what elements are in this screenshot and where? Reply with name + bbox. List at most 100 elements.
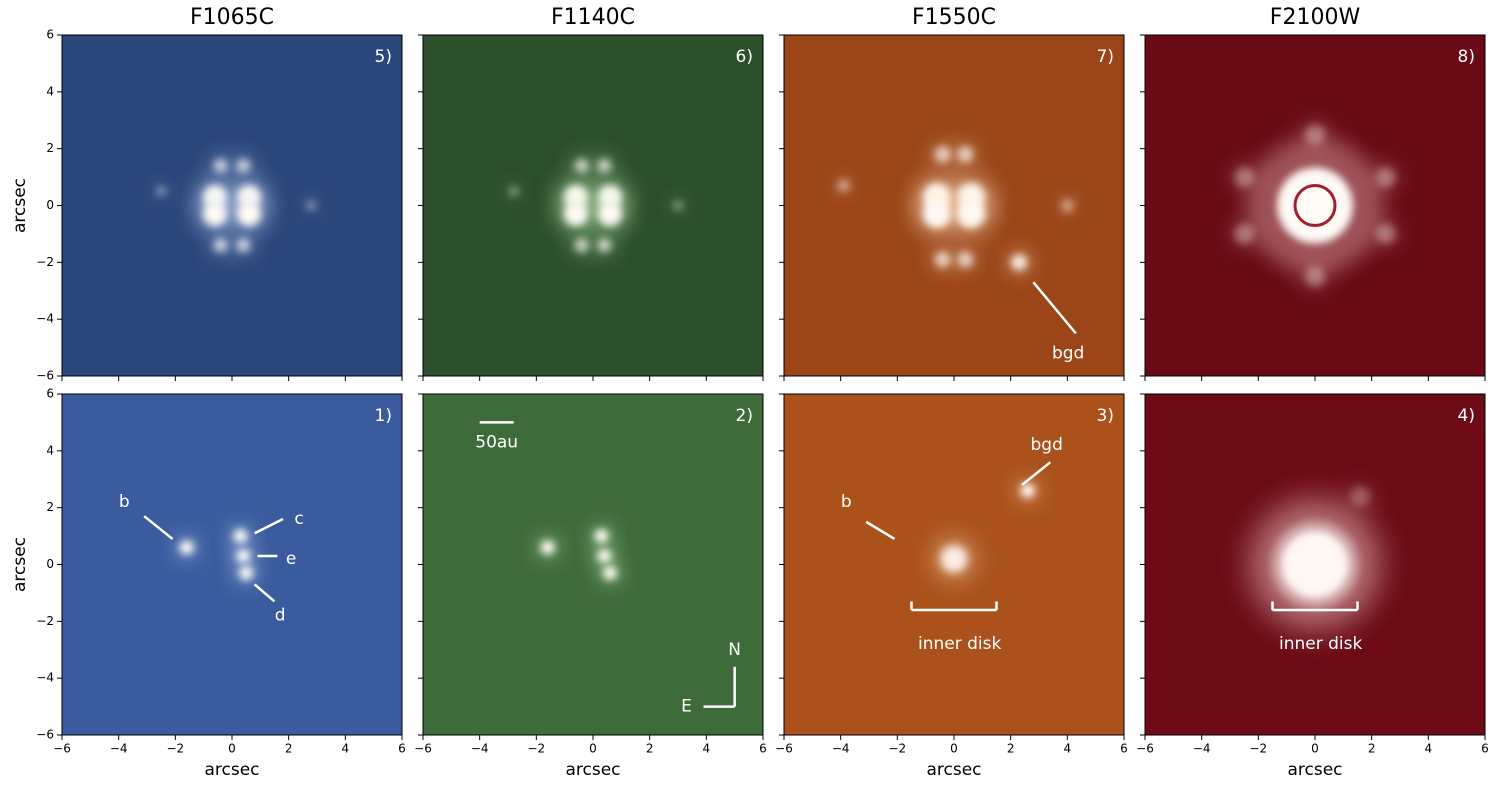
x-tick-label: −2 [166,742,184,756]
blob [1305,266,1325,287]
x-tick-label: −2 [527,742,545,756]
column-title: F1065C [190,5,274,30]
blob [574,238,589,253]
panel: 2) −6 −4 −2 0 2 4 6 arcsec [414,393,767,780]
column-title: F2100W [1270,5,1361,30]
blob [597,158,612,173]
panel-label: 2) [736,406,753,426]
blob [957,146,974,163]
image-features [928,478,1041,585]
x-tick-label: 2 [1368,742,1376,756]
x-tick-label: 0 [589,742,597,756]
y-tick-label: −2 [36,255,54,269]
image-features [1226,116,1404,295]
blob [239,566,254,581]
blob [673,200,683,211]
panel-label: 8) [1458,47,1475,67]
x-tick-label: 2 [285,742,293,756]
y-tick-label: −4 [36,671,54,685]
blob [156,186,167,197]
blob [597,238,612,253]
blob [934,146,951,163]
x-tick-label: 4 [342,742,350,756]
x-axis-label: arcsec [204,760,259,780]
panel: 6) [418,34,764,381]
x-tick-label: 4 [1425,742,1433,756]
x-tick-label: 0 [1311,742,1319,756]
x-tick-label: −4 [1193,742,1211,756]
panel: 7) [779,34,1125,381]
panel-label: 4) [1458,406,1475,426]
blob [179,540,194,555]
y-tick-label: −2 [36,614,54,628]
blob [957,251,974,268]
annotation: bgd [1031,435,1063,455]
blob [598,202,622,227]
x-tick-label: −4 [471,742,489,756]
blob [934,251,951,268]
panel-label: 7) [1097,47,1114,67]
blob [306,200,317,211]
panel: 1) −6 −4 −2 0 2 4 6 −6 −4 −2 0 2 4 6 arcsec arcsec [10,387,406,781]
x-tick-label: −2 [888,742,906,756]
image-features [174,523,259,586]
blob [1375,167,1396,188]
panel-label: 5) [375,47,392,67]
blob [540,540,555,555]
x-tick-label: −4 [832,742,850,756]
x-tick-label: 6 [1120,742,1128,756]
y-tick-label: 4 [46,443,54,457]
y-tick-label: −6 [36,728,54,742]
x-tick-label: −6 [775,742,793,756]
panel: 3) −6 −4 −2 0 2 4 6 arcsec [775,393,1128,780]
x-tick-label: 6 [1481,742,1489,756]
blob [236,238,251,253]
blob [237,202,261,227]
blob [236,158,251,173]
x-tick-label: −6 [414,742,432,756]
blob [574,158,589,173]
blob [1234,167,1255,188]
annotation: N [728,640,741,660]
y-tick-label: 4 [46,84,54,98]
column-title: F1550C [912,5,996,30]
x-axis-label: arcsec [926,760,981,780]
x-tick-label: 2 [1007,742,1015,756]
blob [236,548,251,563]
blob [564,202,588,227]
annotation-line [253,583,276,603]
panel-image [62,394,402,735]
ring [1293,184,1337,227]
annotation: bgd [1052,343,1084,363]
panel-label: 1) [375,406,392,426]
blob [594,529,609,544]
blob [1271,520,1359,609]
blob [203,202,227,227]
panel: 5) −6 −4 −2 0 2 4 6 arcsec [10,28,403,383]
panel: 8) [1140,34,1486,381]
x-tick-label: 4 [1064,742,1072,756]
blob [837,179,850,192]
panel: 4) −6 −4 −2 0 2 4 6 arcsec [1136,393,1489,780]
annotation: inner disk [1279,634,1362,654]
y-tick-label: 6 [46,387,54,401]
annotation: inner disk [918,634,1001,654]
y-tick-label: −6 [36,369,54,383]
y-axis-label: arcsec [10,178,30,233]
blob [508,186,519,197]
x-tick-label: −4 [110,742,128,756]
blob [948,552,960,565]
blob [957,200,985,229]
panel-image [423,394,763,735]
annotation: E [681,697,692,717]
image-features [152,153,321,258]
annotation-line [254,517,284,535]
blob [1061,199,1074,212]
x-axis-label: arcsec [565,760,620,780]
x-axis-label: arcsec [1287,760,1342,780]
y-tick-label: 6 [46,28,54,42]
x-tick-label: −2 [1249,742,1267,756]
x-tick-label: 2 [646,742,654,756]
x-tick-label: 0 [228,742,236,756]
